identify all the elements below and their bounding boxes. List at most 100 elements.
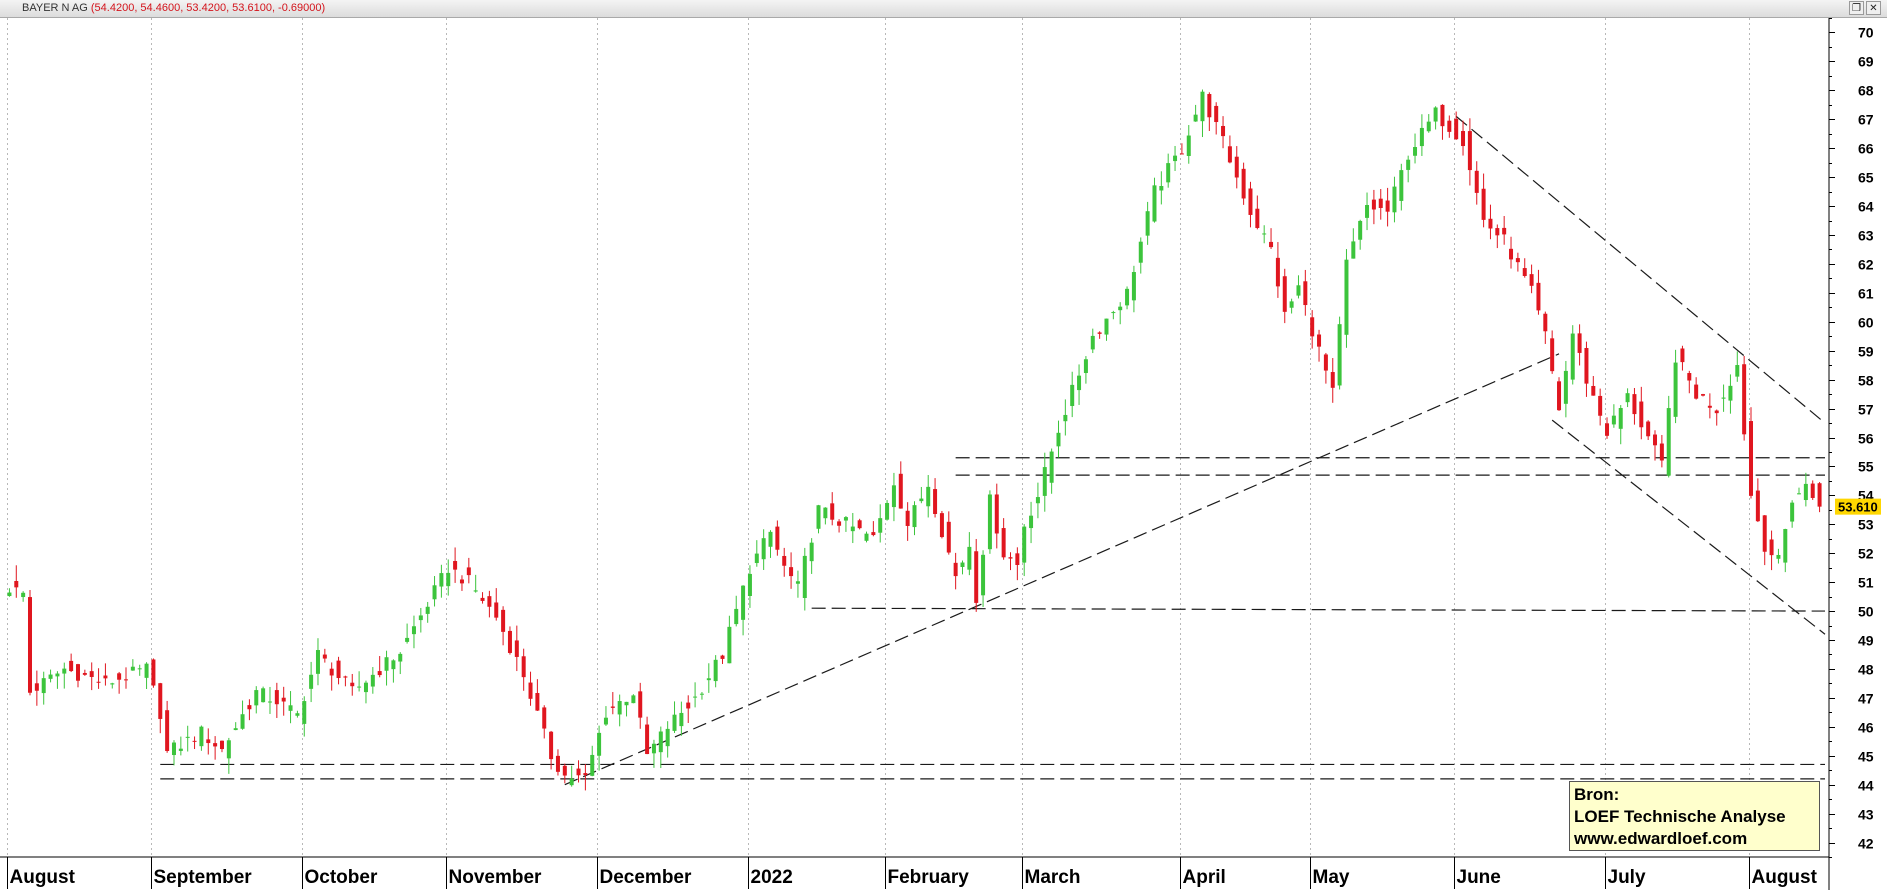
candle-up: [926, 486, 931, 507]
candle-down: [34, 683, 39, 691]
candle-down: [789, 567, 794, 577]
candle-down: [377, 671, 382, 676]
candle-down: [555, 755, 560, 772]
candle-up: [425, 606, 430, 614]
candle-up: [398, 653, 403, 662]
candle-down: [1303, 281, 1308, 306]
source-url[interactable]: www.edwardloef.com: [1574, 829, 1748, 848]
candle-down: [1515, 258, 1520, 263]
candle-up: [843, 517, 848, 521]
candle-down: [1509, 248, 1514, 260]
candle-down: [1097, 332, 1102, 334]
candle-down: [219, 740, 224, 750]
candle-down: [1282, 276, 1287, 312]
candle-down: [336, 660, 341, 679]
candle-down: [939, 513, 944, 538]
candle-up: [1563, 370, 1568, 404]
instrument-title: BAYER N AG (54.4200, 54.4600, 53.4200, 5…: [22, 0, 325, 17]
candle-up: [137, 668, 142, 670]
candle-up: [226, 740, 231, 759]
candle-down: [857, 520, 862, 529]
candle-up: [1413, 147, 1418, 156]
restore-button[interactable]: ❐: [1849, 1, 1864, 15]
candle-down: [1317, 334, 1322, 347]
candle-down: [27, 597, 32, 693]
candle-down: [542, 707, 547, 729]
candle-down: [521, 656, 526, 678]
candle-up: [1783, 529, 1788, 563]
candle-down: [1591, 385, 1596, 396]
candle-down: [459, 579, 464, 584]
candle-down: [1769, 539, 1774, 556]
candle-up: [1090, 335, 1095, 350]
candle-up: [130, 666, 135, 671]
candle-down: [1269, 241, 1274, 248]
candle-down: [1632, 394, 1637, 415]
candle-up: [981, 554, 986, 596]
candle-up: [1406, 159, 1411, 170]
price-tick-label: 64: [1858, 199, 1874, 215]
candle-up: [418, 615, 423, 621]
candle-down: [535, 693, 540, 711]
candle-down: [1639, 401, 1644, 428]
candle-up: [1138, 241, 1143, 263]
candle-up: [768, 531, 773, 547]
candle-up: [432, 585, 437, 600]
last-price-badge: [1835, 498, 1881, 515]
candle-up: [761, 538, 766, 560]
source-box: Bron: LOEF Technische Analyse www.edward…: [1569, 781, 1820, 851]
candle-down: [1330, 372, 1335, 388]
candle-down: [1742, 364, 1747, 435]
candle-down: [123, 679, 128, 681]
candle-down: [96, 681, 101, 683]
candle-up: [1803, 483, 1808, 501]
candle-down: [494, 602, 499, 618]
candle-down: [1234, 156, 1239, 178]
candle-up: [315, 650, 320, 674]
candle-down: [192, 740, 197, 742]
candle-up: [1083, 359, 1088, 374]
candle-up: [473, 590, 478, 592]
candle-down: [638, 691, 643, 718]
price-tick-label: 69: [1858, 54, 1874, 70]
candle-down: [583, 773, 588, 776]
candle-up: [1426, 121, 1431, 132]
candle-up: [1145, 211, 1150, 236]
candle-up: [1625, 393, 1630, 403]
candle-down: [274, 690, 279, 705]
candle-down: [466, 567, 471, 576]
candle-down: [1714, 410, 1719, 414]
candle-down: [1543, 313, 1548, 332]
price-tick-label: 59: [1858, 344, 1874, 360]
month-label: October: [305, 867, 378, 888]
candle-down: [103, 675, 108, 679]
candle-up: [370, 674, 375, 687]
candle-up: [1173, 155, 1178, 162]
month-label: August: [10, 867, 76, 888]
month-label: April: [1183, 867, 1226, 888]
candle-up: [1358, 220, 1363, 240]
candle-up: [41, 678, 46, 694]
month-label: December: [600, 867, 692, 888]
candle-down: [1810, 483, 1815, 498]
candle-up: [1029, 515, 1034, 529]
candle-down: [1762, 515, 1767, 552]
price-tick-label: 42: [1858, 836, 1874, 852]
candle-up: [864, 533, 869, 541]
candle-down: [1474, 170, 1479, 193]
candle-up: [597, 732, 602, 756]
candle-down: [775, 526, 780, 550]
candle-up: [1042, 467, 1047, 496]
close-button[interactable]: ✕: [1866, 1, 1881, 15]
candle-up: [1186, 135, 1191, 156]
candle-up: [1056, 432, 1061, 447]
candle-up: [254, 690, 259, 706]
candle-down: [1653, 434, 1658, 446]
candle-up: [891, 485, 896, 508]
candle-up: [1049, 451, 1054, 483]
candle-down: [1522, 268, 1527, 276]
candle-up: [171, 742, 176, 756]
month-label: 2022: [751, 867, 793, 888]
candle-down: [1227, 146, 1232, 163]
candle-up: [727, 626, 732, 664]
